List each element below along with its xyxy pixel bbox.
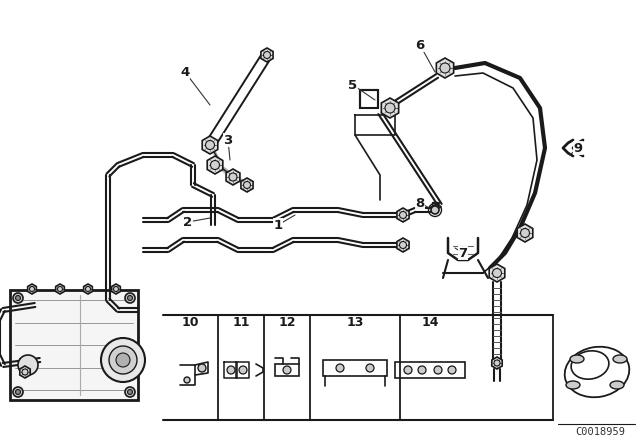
Circle shape [58, 287, 63, 292]
Circle shape [109, 346, 137, 374]
Circle shape [448, 366, 456, 374]
Bar [323, 360, 387, 376]
Circle shape [399, 211, 406, 219]
Circle shape [184, 377, 190, 383]
Text: 4: 4 [180, 65, 189, 78]
Circle shape [227, 366, 235, 374]
Circle shape [431, 206, 439, 214]
Polygon shape [261, 48, 273, 62]
Circle shape [125, 293, 135, 303]
Circle shape [29, 287, 35, 292]
Ellipse shape [570, 355, 584, 363]
Circle shape [127, 296, 132, 301]
Circle shape [125, 387, 135, 397]
Polygon shape [397, 208, 409, 222]
Circle shape [520, 228, 529, 237]
Circle shape [86, 287, 90, 292]
Circle shape [336, 364, 344, 372]
Ellipse shape [613, 355, 627, 363]
Circle shape [101, 338, 145, 382]
Polygon shape [517, 224, 532, 242]
Circle shape [22, 369, 28, 375]
Text: 6: 6 [415, 39, 424, 52]
Circle shape [13, 293, 23, 303]
Polygon shape [207, 156, 223, 174]
Bar [395, 362, 465, 378]
Text: 14: 14 [421, 315, 439, 328]
Circle shape [283, 366, 291, 374]
Circle shape [15, 296, 20, 301]
Circle shape [13, 387, 23, 397]
Ellipse shape [566, 381, 580, 389]
Polygon shape [397, 238, 409, 252]
Polygon shape [489, 264, 505, 282]
Circle shape [243, 181, 250, 189]
Text: 7: 7 [458, 246, 468, 259]
Text: 10: 10 [181, 315, 199, 328]
Polygon shape [28, 284, 36, 294]
Circle shape [493, 268, 502, 277]
Circle shape [18, 355, 38, 375]
Circle shape [211, 160, 220, 169]
Bar [10, 290, 138, 400]
Circle shape [404, 366, 412, 374]
Circle shape [15, 389, 20, 395]
Bar [432, 202, 438, 208]
Polygon shape [56, 284, 65, 294]
Polygon shape [381, 98, 399, 118]
Polygon shape [241, 178, 253, 192]
Text: 11: 11 [232, 315, 250, 328]
Polygon shape [492, 357, 502, 369]
Circle shape [366, 364, 374, 372]
Circle shape [239, 366, 247, 374]
Text: 8: 8 [415, 197, 424, 210]
Text: C0018959: C0018959 [575, 427, 625, 437]
Circle shape [385, 103, 395, 113]
Text: 12: 12 [278, 315, 296, 328]
Circle shape [434, 366, 442, 374]
Circle shape [440, 63, 450, 73]
Bar [360, 90, 378, 108]
Text: 9: 9 [573, 142, 582, 155]
Circle shape [127, 389, 132, 395]
Polygon shape [20, 366, 30, 378]
Circle shape [205, 141, 214, 150]
Ellipse shape [610, 381, 624, 389]
Polygon shape [111, 284, 120, 294]
Circle shape [494, 360, 500, 366]
Text: 1: 1 [273, 219, 283, 232]
Bar [275, 364, 299, 376]
Polygon shape [226, 169, 240, 185]
Circle shape [113, 287, 118, 292]
Polygon shape [436, 58, 454, 78]
Circle shape [418, 366, 426, 374]
Polygon shape [202, 136, 218, 154]
Polygon shape [84, 284, 92, 294]
Text: 3: 3 [223, 134, 232, 146]
Text: 5: 5 [348, 78, 358, 91]
Circle shape [198, 364, 206, 372]
Text: 13: 13 [346, 315, 364, 328]
Circle shape [116, 353, 130, 367]
Text: 2: 2 [184, 215, 193, 228]
Circle shape [399, 241, 406, 249]
Circle shape [264, 52, 271, 59]
Circle shape [229, 173, 237, 181]
